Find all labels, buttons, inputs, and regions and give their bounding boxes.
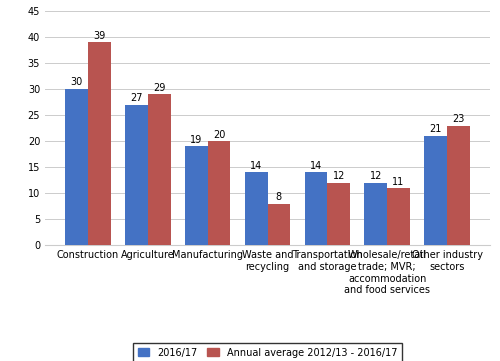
Bar	[245, 173, 268, 245]
Text: 12: 12	[370, 171, 382, 181]
Bar	[88, 42, 110, 245]
Bar	[65, 89, 88, 245]
Bar	[148, 94, 171, 245]
Bar	[304, 173, 328, 245]
Text: 19: 19	[190, 135, 202, 145]
Bar	[387, 188, 410, 245]
Bar	[364, 183, 387, 245]
Text: 27: 27	[130, 93, 142, 103]
Text: 14: 14	[310, 161, 322, 171]
Legend: 2016/17, Annual average 2012/13 - 2016/17: 2016/17, Annual average 2012/13 - 2016/1…	[133, 343, 402, 361]
Text: 23: 23	[452, 114, 464, 124]
Text: 30: 30	[70, 78, 83, 87]
Bar	[208, 141, 231, 245]
Text: 11: 11	[392, 177, 404, 187]
Bar	[185, 147, 208, 245]
Bar	[328, 183, 350, 245]
Text: 29: 29	[153, 83, 166, 93]
Bar	[268, 204, 290, 245]
Text: 8: 8	[276, 192, 282, 202]
Text: 12: 12	[332, 171, 345, 181]
Bar	[424, 136, 447, 245]
Bar	[447, 126, 470, 245]
Text: 21: 21	[430, 125, 442, 134]
Text: 14: 14	[250, 161, 262, 171]
Text: 39: 39	[93, 31, 106, 40]
Bar	[125, 105, 148, 245]
Text: 20: 20	[213, 130, 225, 140]
